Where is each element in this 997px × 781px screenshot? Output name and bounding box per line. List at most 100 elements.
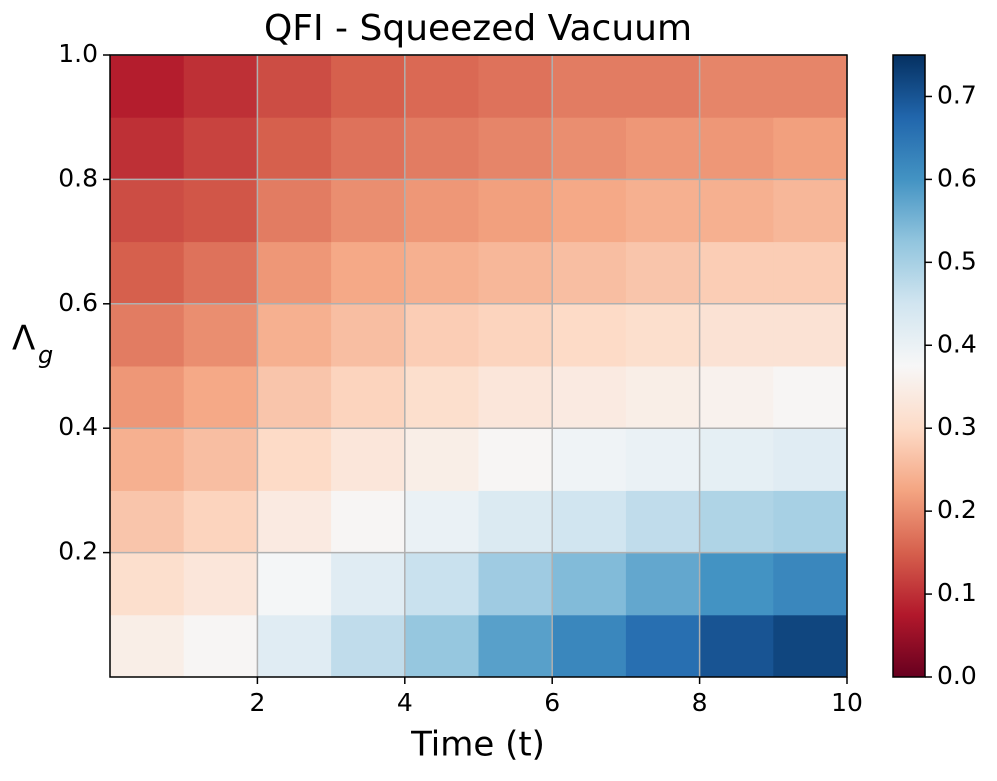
contour-cell [404, 55, 479, 118]
contour-cell [625, 614, 701, 678]
contour-cell [552, 241, 627, 305]
contour-cell [773, 428, 848, 491]
contour-cell [110, 241, 185, 305]
contour-cell [183, 552, 258, 616]
contour-cell [699, 179, 774, 243]
y-tick-label: 1.0 [58, 39, 98, 68]
colorbar [892, 54, 926, 678]
contour-cell [699, 552, 774, 616]
contour-cell [773, 179, 848, 243]
contour-cell [773, 117, 848, 180]
contour-cell [257, 428, 332, 491]
contour-cell [404, 366, 479, 429]
colorbar-tick-label: 0.1 [937, 578, 977, 607]
contour-cell [331, 241, 406, 305]
contour-cell [625, 552, 701, 616]
colorbar-tick-label: 0.0 [937, 661, 977, 690]
contour-cell [404, 241, 479, 305]
contour-cell [331, 428, 406, 491]
chart-title: QFI - Squeezed Vacuum [264, 8, 692, 49]
x-tick-label: 2 [249, 688, 265, 717]
contour-cell [478, 614, 553, 678]
contour-cell [257, 117, 332, 180]
contour-cell [773, 552, 848, 616]
contour-cell [331, 552, 406, 616]
contour-cell [331, 490, 406, 554]
contour-cell [183, 614, 258, 678]
colorbar-tick-label: 0.2 [937, 495, 977, 524]
plot-frame [109, 54, 848, 678]
contour-cell [257, 366, 332, 429]
contour-cell [183, 241, 258, 305]
y-axis-label: Λ [12, 319, 35, 359]
contour-cell [699, 117, 774, 180]
contour-cell [110, 552, 185, 616]
y-tick-label: 0.8 [58, 163, 98, 192]
colorbar-tick-label: 0.6 [937, 163, 977, 192]
colorbar-tick-label: 0.3 [937, 412, 977, 441]
contour-cell [183, 55, 258, 118]
x-tick-label: 6 [544, 688, 560, 717]
contour-cell [404, 428, 479, 491]
contour-cell [331, 117, 406, 180]
contour-cell [625, 490, 701, 554]
contour-cell [404, 179, 479, 243]
contour-cell [257, 552, 332, 616]
contour-cell [404, 552, 479, 616]
contour-cell [478, 117, 553, 180]
contour-cell [552, 490, 627, 554]
contour-cell [625, 241, 701, 305]
y-tick-label: 0.6 [58, 288, 98, 317]
contour-cell [773, 303, 848, 367]
contour-cell [478, 428, 553, 491]
contour-cell [773, 55, 848, 118]
contour-cell [478, 55, 553, 118]
contour-cell [257, 55, 332, 118]
contour-cell [183, 428, 258, 491]
contour-cell [478, 303, 553, 367]
contour-cell [404, 614, 479, 678]
contour-cell [183, 179, 258, 243]
contour-cell [625, 117, 701, 180]
contour-cell [699, 366, 774, 429]
contour-cell [110, 117, 185, 180]
contour-cell [625, 366, 701, 429]
contour-cell [110, 614, 185, 678]
contour-cell [773, 490, 848, 554]
y-tick-label: 0.4 [58, 412, 98, 441]
contour-cell [552, 366, 627, 429]
contour-cell [478, 179, 553, 243]
contour-cell [699, 428, 774, 491]
contour-cell [552, 55, 627, 118]
contour-cell [625, 428, 701, 491]
contour-cell [257, 179, 332, 243]
colorbar-tick-label: 0.5 [937, 246, 977, 275]
contour-cell [331, 55, 406, 118]
colorbar-tick-label: 0.4 [937, 329, 977, 358]
contour-cell [478, 241, 553, 305]
contour-cell [552, 179, 627, 243]
contour-cell [110, 55, 185, 118]
contour-cell [552, 428, 627, 491]
x-tick-label: 8 [692, 688, 708, 717]
contour-cell [110, 179, 185, 243]
colorbar-tick-label: 0.7 [937, 80, 977, 109]
contour-cell [183, 117, 258, 180]
x-tick-label: 10 [831, 688, 863, 717]
contour-cell [552, 117, 627, 180]
contour-cell [773, 366, 848, 429]
contour-cell [257, 303, 332, 367]
contour-cell [331, 614, 406, 678]
y-axis-label-subscript: g [38, 341, 53, 369]
contour-cell [478, 366, 553, 429]
contour-cell [699, 55, 774, 118]
contour-cell [625, 303, 701, 367]
contour-cell [773, 241, 848, 305]
contour-cell [478, 490, 553, 554]
contour-cell [110, 428, 185, 491]
contour-cell [404, 490, 479, 554]
contour-cell [699, 490, 774, 554]
contour-cell [404, 117, 479, 180]
x-tick-label: 4 [397, 688, 413, 717]
